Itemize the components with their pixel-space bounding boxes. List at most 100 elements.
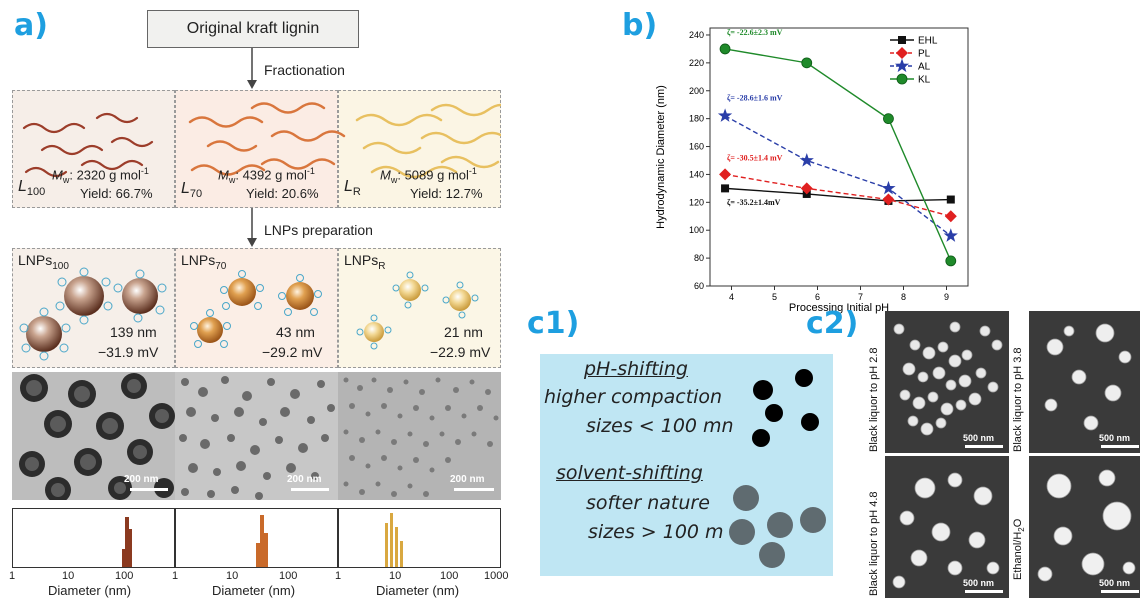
tem-image-lnps100: 200 nm: [12, 372, 175, 500]
lnp-size-100: 139 nm: [110, 324, 157, 340]
hist-tick-1000c: 1000: [484, 570, 509, 582]
legend-label-pl: PL: [918, 49, 931, 60]
fraction-box-l70: [175, 90, 338, 208]
c1-ph-line2: sizes < 100 mn: [586, 415, 734, 437]
tem-speckle-r: [343, 377, 499, 497]
chart-plot-area: [709, 27, 969, 287]
legend-label-al: AL: [918, 62, 931, 73]
c1-particle-dots: [729, 369, 826, 568]
zeta-annotation: ζ= -35.2±1.4mV: [727, 198, 781, 207]
series-line-kl: [724, 48, 952, 262]
c1-ph-line1: higher compaction: [544, 386, 723, 408]
lnp-label-70: LNPs70: [181, 252, 227, 272]
lnp-zeta-70: −29.2 mV: [262, 344, 323, 360]
lnp-particles-illustration: [19, 267, 479, 361]
tem-speckle-70: [179, 376, 335, 500]
zeta-annotation: ζ= -30.5±1.4 mV: [727, 153, 783, 162]
point-ehl: [721, 184, 730, 193]
hydrodynamic-diameter-chart: 60 80 100 120 140 160 180 200 220 240 4 5 6 7 8 9 Proces…: [655, 27, 969, 314]
sem-scale-label-ph28: 500 nm: [963, 433, 995, 443]
legend-label-ehl: EHL: [918, 36, 938, 47]
point-pl: [944, 210, 957, 223]
hist-tick-1c: 1: [335, 570, 342, 582]
hist-tick-1b: 1: [172, 570, 179, 582]
lnp-label-r: LNPsR: [344, 252, 386, 272]
sem-scale-label-ph38: 500 nm: [1099, 433, 1131, 443]
sem-scalebar-ethanol: [1101, 590, 1139, 593]
legend-marker-kl: [896, 73, 908, 85]
sem-label-ph38: Black liquor to pH 3.8: [1012, 347, 1024, 452]
fraction-yield-lr: Yield: 12.7%: [410, 186, 483, 201]
tem-scale-label-r: 200 nm: [450, 474, 485, 485]
x-tick-label: 4: [729, 292, 734, 302]
series-line-al: [724, 115, 952, 237]
sem-scalebar-ph48: [965, 590, 1003, 593]
sem-image-ph28: 500 nm: [885, 311, 1009, 453]
zeta-annotation: ζ= -28.6±1.6 mV: [727, 94, 783, 103]
tem-image-lnpsr: 200 nm: [338, 372, 501, 500]
panel-a-letter: a): [14, 8, 48, 43]
fraction-mw-lr: Mw: 5089 g mol-1: [380, 166, 477, 185]
c1-ph-title: pH-shifting: [584, 358, 688, 380]
hist-xlabel-3: Diameter (nm): [376, 583, 460, 598]
hist-tick-1a: 1: [9, 570, 16, 582]
hist-xlabel-2: Diameter (nm): [212, 583, 296, 598]
legend-marker-al: [894, 58, 910, 73]
fraction-mw-l70: Mw: 4392 g mol-1: [218, 166, 315, 185]
point-pl: [719, 168, 732, 181]
fraction-mw-l100: Mw: 2320 g mol-1: [52, 166, 149, 185]
x-tick-label: 6: [815, 292, 820, 302]
chart-ylabel: Hydrodynamic Diameter (nm): [655, 85, 667, 229]
zeta-annotation: ζ= -22.6±2.3 mV: [727, 28, 783, 37]
legend-marker-ehl: [898, 36, 906, 44]
sem-image-ethanol: 500 nm: [1029, 456, 1140, 598]
hist-tick-100b: 100: [279, 570, 298, 582]
point-kl: [719, 43, 731, 55]
x-tick-label: 8: [901, 292, 906, 302]
fraction-yield-l70: Yield: 20.6%: [246, 186, 319, 201]
panel-c1-letter: c1): [527, 306, 580, 341]
series-line-ehl: [725, 187, 951, 202]
sem-scale-label-ph48: 500 nm: [963, 578, 995, 588]
y-tick-label: 220: [689, 58, 704, 68]
histogram-lnpsr: [338, 508, 501, 568]
tem-scalebar-r: [454, 488, 494, 491]
x-tick-label: 9: [944, 292, 949, 302]
point-ehl: [946, 195, 955, 204]
lnp-size-70: 43 nm: [276, 324, 315, 340]
y-tick-label: 180: [689, 114, 704, 124]
lnp-box-r: [338, 248, 501, 368]
c1-solvent-line1: softer nature: [586, 492, 710, 514]
panel-c2-letter: c2): [806, 306, 859, 341]
hist-tick-100a: 100: [115, 570, 134, 582]
y-tick-label: 240: [689, 30, 704, 40]
point-al: [881, 180, 896, 195]
original-lignin-label: Original kraft lignin: [186, 20, 320, 37]
y-tick-label: 140: [689, 169, 704, 179]
lignin-chains-illustration: [22, 102, 501, 179]
histogram-lnps70: [175, 508, 338, 568]
point-al: [943, 228, 958, 242]
fraction-box-l100: [12, 90, 175, 208]
point-kl: [883, 113, 894, 125]
fraction-symbol-l100: L100: [18, 178, 46, 199]
sem-label-ph48: Black liquor to pH 4.8: [868, 491, 880, 596]
tem-image-lnps70: 200 nm: [175, 372, 338, 500]
sem-image-ph38: 500 nm: [1029, 311, 1140, 453]
c1-summary-box: [540, 354, 833, 576]
lnps-arrow: [247, 208, 257, 247]
y-tick-label: 60: [694, 281, 704, 291]
tem-scale-label-70: 200 nm: [287, 474, 322, 485]
fractionation-arrow: [247, 48, 257, 89]
point-kl: [801, 57, 813, 69]
y-tick-label: 120: [689, 197, 704, 207]
lnp-size-r: 21 nm: [444, 324, 483, 340]
sem-scalebar-ph38: [1101, 445, 1139, 448]
point-al: [717, 108, 733, 122]
sem-image-ph48: 500 nm: [885, 456, 1009, 598]
panel-b-letter: b): [622, 8, 658, 43]
point-pl: [882, 193, 895, 206]
legend-label-kl: KL: [918, 75, 931, 86]
sem-scale-label-ethanol: 500 nm: [1099, 578, 1131, 588]
point-al: [799, 153, 814, 167]
